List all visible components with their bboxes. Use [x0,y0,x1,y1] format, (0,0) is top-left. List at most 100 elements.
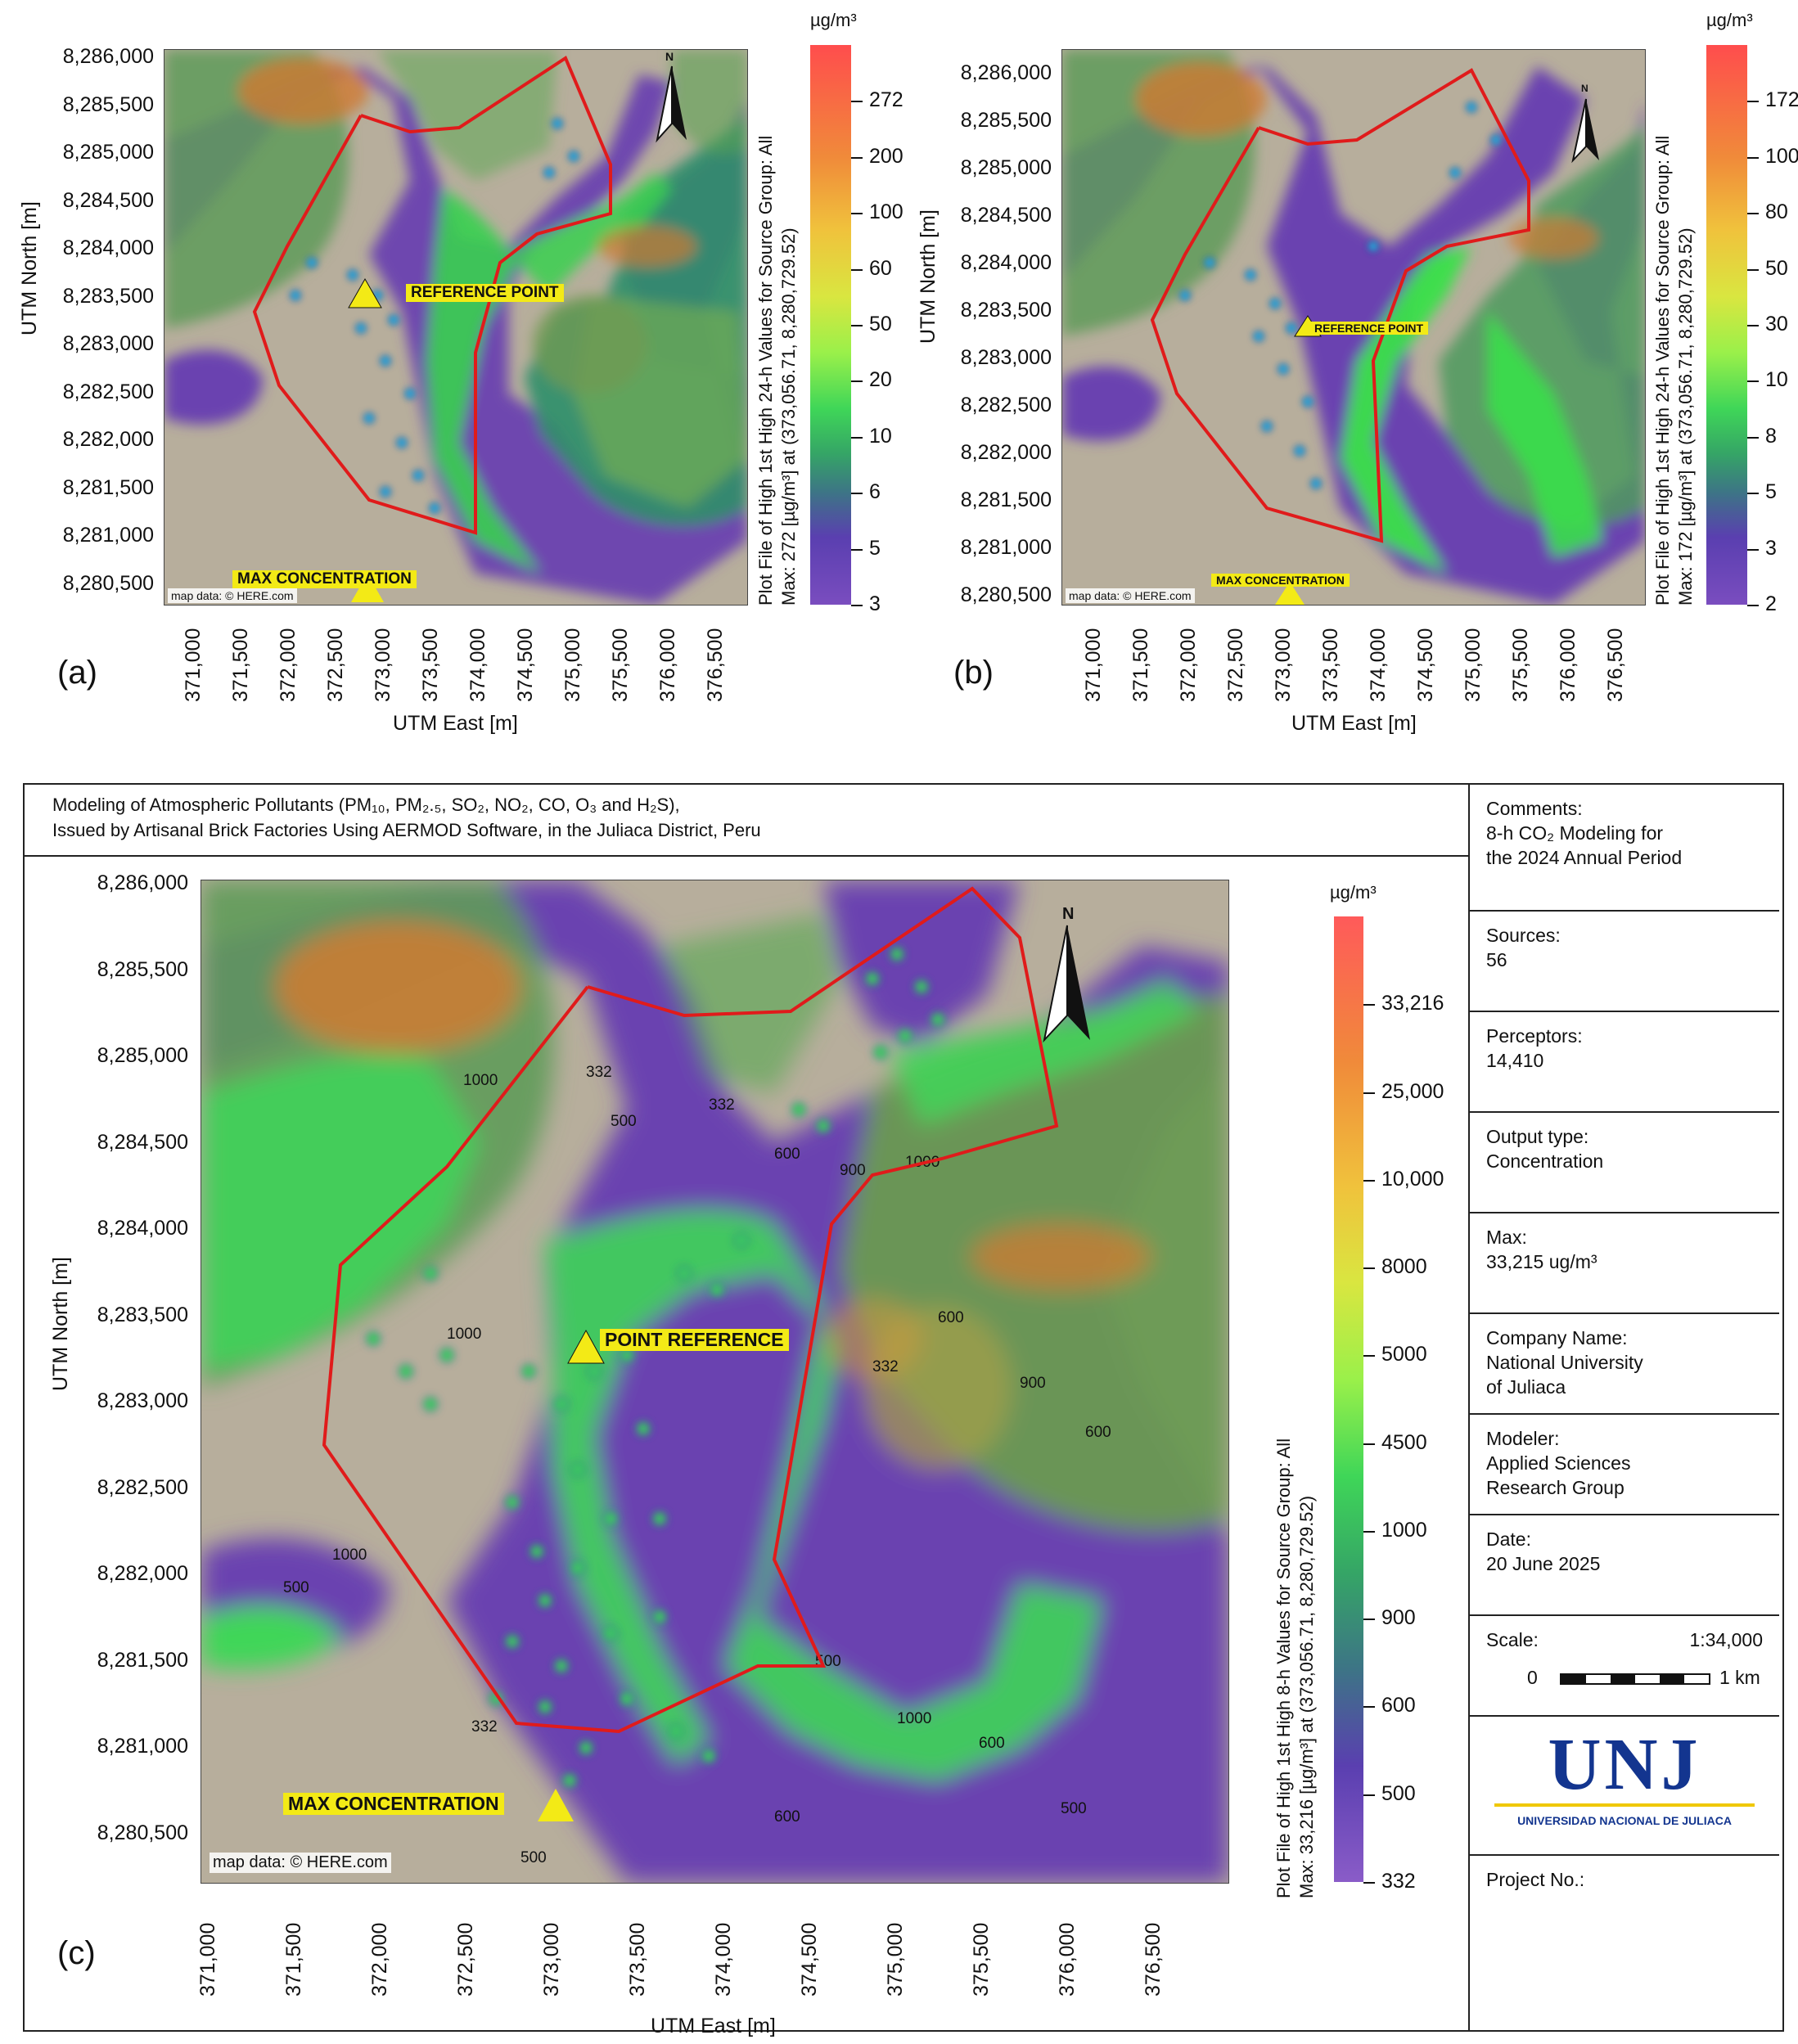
y-tick-label: 8,282,000 [97,1562,188,1585]
colorbar-tick-label: 25,000 [1381,1079,1444,1103]
x-tick-label: 375,000 [561,628,584,702]
sidebar-scale: Scale: 1:34,000 0 1 km [1470,1616,1779,1717]
y-tick-label: 8,285,500 [960,109,1052,132]
date-title: Date: [1486,1528,1531,1550]
svg-text:900: 900 [1020,1375,1046,1392]
comments-line2: the 2024 Annual Period [1486,847,1683,868]
a-attribution: map data: © HERE.com [168,588,297,603]
colorbar-tick-label: 172 [1765,88,1798,112]
y-tick-label: 8,285,000 [62,141,154,164]
x-tick-label: 375,500 [1509,628,1532,702]
svg-text:332: 332 [586,1064,612,1081]
c-colorbar-title: Plot File of High 1st High 8-h Values fo… [1273,1438,1294,1898]
c-attribution: map data: © HERE.com [210,1853,391,1873]
sidebar-logo: UNJ UNIVERSIDAD NACIONAL DE JULIACA [1470,1717,1779,1856]
modeler-title: Modeler: [1486,1428,1560,1449]
colorbar-tick [1363,1355,1375,1357]
svg-text:1000: 1000 [447,1326,481,1343]
b-colorbar-unit: µg/m³ [1706,10,1753,30]
c-x-axis-title: UTM East [m] [651,2015,776,2037]
max-title: Max: [1486,1227,1527,1248]
x-tick-label: 375,500 [609,628,632,702]
x-tick-label: 375,500 [970,1922,993,1997]
svg-text:1000: 1000 [463,1072,498,1089]
colorbar-tick-label: 5000 [1381,1343,1427,1366]
svg-text:900: 900 [840,1162,866,1179]
colorbar-tick-label: 30 [1765,313,1788,335]
colorbar-tick-label: 8 [1765,424,1777,448]
perceptors-title: Perceptors: [1486,1025,1583,1047]
y-tick-label: 8,285,500 [97,957,188,981]
svg-text:500: 500 [520,1849,547,1866]
colorbar-tick-label: 332 [1381,1870,1416,1893]
y-tick-label: 8,281,500 [97,1648,188,1672]
x-tick-label: 371,500 [282,1922,305,1997]
colorbar-tick-label: 8000 [1381,1255,1427,1279]
c-max-label: MAX CONCENTRATION [283,1793,504,1815]
c-colorbar-subtitle: Max: 33,216 [µg/m³] at (373,056.71, 8,28… [1296,1495,1317,1898]
panel-c-frame [23,783,1784,2032]
x-tick-label: 372,500 [1224,628,1247,702]
colorbar-tick [851,101,863,103]
c-concentration-map[interactable]: 332 1000 1000 500 332 600 900 1000 332 600 900 6… [201,880,1229,1884]
a-y-axis-title: UTM North [m] [18,201,41,335]
x-tick-label: 374,000 [1367,628,1390,702]
scale-bar-end: 1 km [1719,1667,1760,1688]
colorbar-tick [1747,213,1759,215]
colorbar-tick-label: 33,216 [1381,992,1444,1015]
svg-text:600: 600 [774,1808,800,1826]
comments-line1: 8-h CO₂ Modeling for [1486,822,1664,844]
colorbar-tick [1363,1092,1375,1094]
logo-caption: UNIVERSIDAD NACIONAL DE JULIACA [1517,1814,1732,1827]
colorbar-tick-label: 60 [869,256,892,280]
colorbar-tick [1747,605,1759,606]
svg-text:500: 500 [283,1579,309,1596]
colorbar-tick-label: 1000 [1381,1518,1427,1542]
x-tick-label: 373,500 [419,628,442,702]
c-y-axis-title: UTM North [m] [49,1257,72,1391]
y-tick-label: 8,286,000 [62,45,154,68]
scale-value: 1:34,000 [1689,1629,1763,1650]
scale-bar-start: 0 [1527,1667,1538,1688]
colorbar-tick-label: 5 [1765,480,1777,504]
b-concentration-map[interactable]: REFERENCE POINT MAX CONCENTRATION map da… [1061,49,1646,606]
x-tick-label: 376,000 [656,628,679,702]
a-panel-letter: (a) [57,655,97,691]
y-tick-label: 8,286,000 [97,871,188,894]
b-panel-letter: (b) [953,655,994,691]
colorbar-tick [851,493,863,495]
x-tick-label: 371,000 [1082,628,1105,702]
y-tick-label: 8,286,000 [960,61,1052,84]
modeler-line2: Research Group [1486,1477,1625,1498]
colorbar-tick [1747,380,1759,383]
x-tick-label: 376,500 [704,628,727,702]
x-tick-label: 373,000 [372,628,394,702]
a-concentration-map[interactable]: REFERENCE POINT MAX CONCENTRATION map da… [164,49,748,606]
colorbar-tick-label: 10 [1765,368,1788,392]
colorbar-tick-label: 2 [1765,592,1777,615]
sidebar-max: Max: 33,215 ug/m³ [1470,1213,1779,1314]
colorbar-tick-label: 5 [869,536,881,560]
colorbar-tick-label: 20 [869,368,892,392]
x-tick-label: 374,500 [798,1922,821,1997]
a-colorbar [810,45,851,605]
colorbar-tick-label: 3 [1765,536,1777,560]
y-tick-label: 8,282,500 [62,380,154,403]
sidebar-sources: Sources: 56 [1470,912,1779,1012]
output-title: Output type: [1486,1126,1589,1147]
company-line2: of Juliaca [1486,1376,1566,1398]
y-tick-label: 8,283,500 [62,284,154,308]
x-tick-label: 373,500 [626,1922,649,1997]
colorbar-tick [1363,1619,1375,1621]
c-colorbar-unit: µg/m³ [1330,882,1377,903]
colorbar-tick-label: 200 [869,144,904,168]
x-tick-label: 374,500 [1414,628,1437,702]
colorbar-tick-label: 50 [1765,256,1788,280]
colorbar-tick-label: 500 [1381,1781,1416,1805]
svg-text:600: 600 [938,1309,964,1326]
b-colorbar-title-block: Plot File of High 1st High 24-h Values f… [1652,136,1697,606]
y-tick-label: 8,283,000 [960,346,1052,369]
colorbar-tick-label: 272 [869,88,904,112]
y-tick-label: 8,283,500 [97,1303,188,1326]
a-colorbar-unit: µg/m³ [810,10,857,30]
